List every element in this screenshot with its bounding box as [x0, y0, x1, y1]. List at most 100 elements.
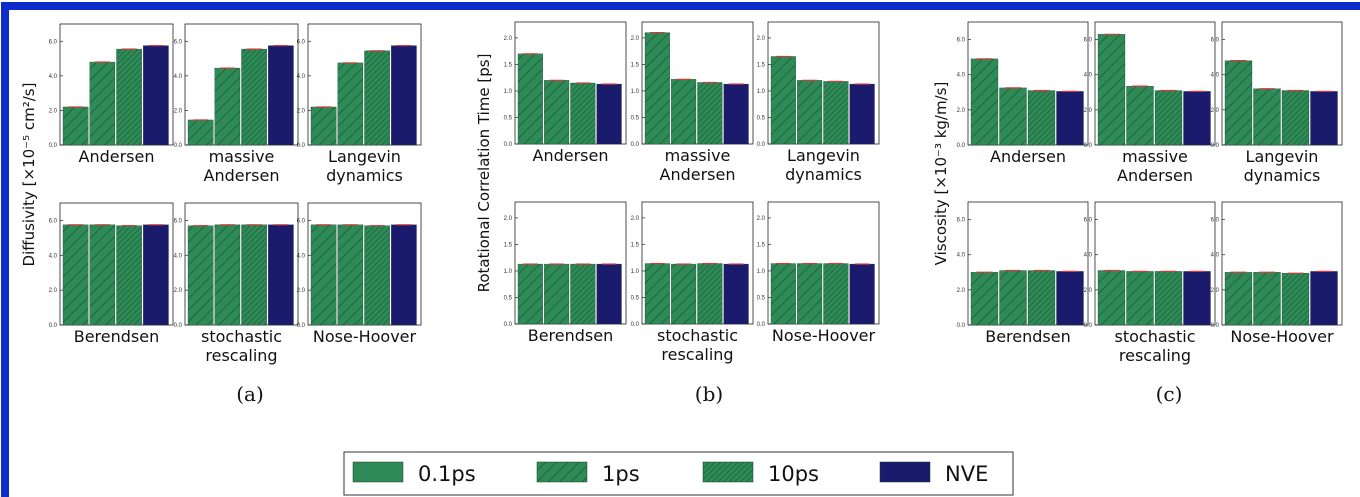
panel-label: (a)	[236, 382, 264, 406]
y-tick-label: 0.0	[957, 323, 966, 329]
y-tick-label: 4.0	[174, 253, 183, 259]
subplot-title: Berendsen	[528, 326, 614, 345]
legend-label: 1ps	[602, 462, 640, 486]
y-tick-label: 2.0	[1084, 288, 1093, 294]
bar-nve	[1056, 271, 1084, 326]
y-tick-label: 0.0	[297, 323, 306, 329]
y-tick-label: 6.0	[1211, 38, 1220, 44]
y-tick-label: 0.0	[297, 143, 306, 149]
y-tick-label: 2.0	[1084, 108, 1093, 114]
y-tick-label: 4.0	[297, 253, 306, 259]
y-tick-label: 2.0	[297, 288, 306, 294]
y-tick-label: 2.0	[631, 36, 640, 42]
y-tick-label: 4.0	[1211, 73, 1220, 79]
bar-10ps	[1281, 90, 1310, 146]
y-tick-label: 4.0	[49, 74, 58, 80]
y-tick-label: 2.0	[957, 288, 966, 294]
legend: 0.1ps 1ps 10ps NVE	[343, 451, 1014, 496]
y-tick-label: 2.0	[49, 108, 58, 114]
y-tick-label: 6.0	[49, 218, 58, 224]
bar-nve	[723, 83, 749, 145]
subplot-berendsen: 0.0 2.0 4.0 6.0 Berendsen	[957, 201, 1089, 346]
y-tick-label: 2.0	[504, 36, 513, 42]
bar-10ps	[364, 225, 390, 326]
y-tick-label: 0.0	[49, 143, 58, 149]
bar-10ps	[1027, 270, 1056, 326]
bar-1ps	[544, 80, 570, 145]
bar-10ps	[823, 263, 849, 325]
y-tick-label: 6.0	[297, 39, 306, 45]
subplot-andersen: 0.0 2.0 4.0 6.0 Andersen	[49, 23, 174, 166]
y-tick-label: 0.0	[631, 142, 640, 148]
bar-0-1ps	[517, 263, 543, 325]
y-tick-label: 0.0	[757, 322, 766, 328]
y-tick-label: 6.0	[297, 218, 306, 224]
subplot-berendsen: 0.0 2.0 4.0 6.0 Berendsen	[49, 202, 174, 346]
y-tick-label: 0.5	[757, 115, 766, 121]
bar-1ps	[337, 224, 364, 326]
bar-1ps	[1253, 272, 1281, 326]
y-tick-label: 6.0	[1084, 218, 1093, 224]
bar-1ps	[214, 67, 241, 146]
bar-10ps	[241, 224, 267, 326]
panel-label: (b)	[695, 382, 723, 406]
subplot-title: Andersen	[1117, 166, 1193, 185]
bar-nve	[849, 83, 875, 145]
y-tick-label: 0.0	[631, 322, 640, 328]
subplot-title: Langevin	[1246, 147, 1319, 166]
bar-0-1ps	[517, 53, 543, 145]
subplot-andersen: 0.0 0.5 1.0 1.5 2.0 Andersen	[504, 21, 627, 165]
y-tick-label: 0.0	[1211, 143, 1220, 149]
y-tick-label: 1.5	[504, 242, 513, 248]
bar-1ps	[797, 80, 823, 145]
subplot-title: rescaling	[1119, 346, 1191, 365]
bar-nve	[596, 83, 622, 145]
bar-0-1ps	[1097, 270, 1126, 326]
bar-1ps	[1253, 88, 1281, 146]
subplot-title: Andersen	[533, 146, 609, 165]
bar-1ps	[214, 224, 241, 326]
bar-1ps	[671, 263, 697, 325]
bar-10ps	[364, 50, 390, 146]
bar-0-1ps	[644, 263, 670, 325]
legend-label: NVE	[945, 462, 988, 486]
y-tick-label: 2.0	[957, 108, 966, 114]
y-tick-label: 1.0	[504, 89, 513, 95]
charts-group: 0.02.04.06.0Andersen0.02.04.06.0massiveA…	[20, 21, 1343, 406]
bar-0-1ps	[644, 32, 670, 145]
y-tick-label: 4.0	[1211, 253, 1220, 259]
y-axis-label: Diffusivity [×10⁻⁵ cm²/s]	[20, 83, 38, 267]
subplot-title: Langevin	[328, 147, 401, 166]
bar-1ps	[999, 87, 1027, 146]
bar-1ps	[1126, 85, 1154, 146]
bar-10ps	[1154, 90, 1183, 146]
y-tick-label: 2.0	[504, 216, 513, 222]
y-tick-label: 6.0	[957, 218, 966, 224]
y-tick-label: 0.0	[1084, 143, 1093, 149]
bar-nve	[849, 263, 875, 325]
bar-10ps	[1281, 273, 1310, 326]
y-tick-label: 0.0	[957, 143, 966, 149]
y-tick-label: 0.0	[49, 323, 58, 329]
y-tick-label: 6.0	[174, 218, 183, 224]
subplot-title: stochastic	[201, 327, 282, 346]
y-tick-label: 0.5	[757, 295, 766, 301]
subplot-title: Andersen	[204, 166, 280, 185]
bar-10ps	[1027, 90, 1056, 146]
subplot-title: massive	[665, 146, 731, 165]
y-tick-label: 1.0	[757, 269, 766, 275]
y-tick-label: 4.0	[1084, 253, 1093, 259]
y-tick-label: 1.5	[757, 62, 766, 68]
bar-10ps	[697, 82, 723, 145]
subplot-title: Andersen	[79, 147, 155, 166]
subplot-title: massive	[209, 147, 275, 166]
bar-0-1ps	[970, 272, 999, 326]
subplot-title: Berendsen	[74, 327, 160, 346]
legend-swatch-1ps	[536, 461, 588, 483]
y-tick-label: 0.0	[1211, 323, 1220, 329]
bar-10ps	[116, 48, 142, 146]
